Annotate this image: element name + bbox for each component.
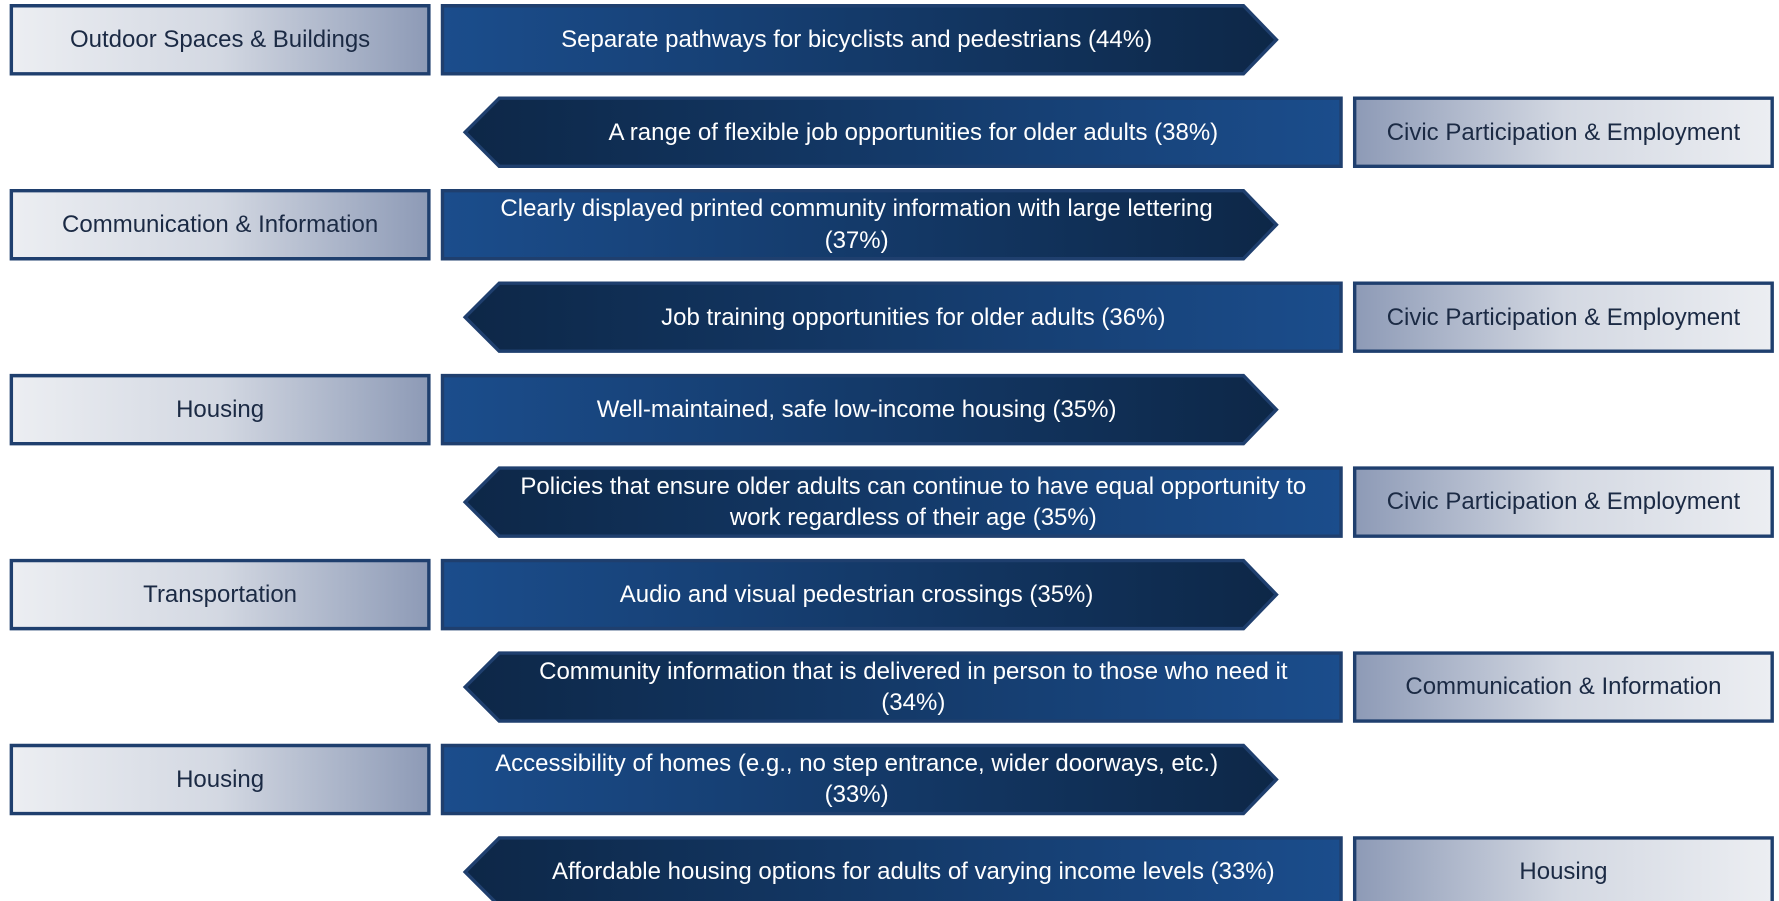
item-label: Well-maintained, safe low-income housing… (596, 395, 1117, 423)
category-label: Civic Participation & Employment (1386, 118, 1741, 146)
item-label: Job training opportunities for older adu… (661, 303, 1166, 331)
category-box (9, 743, 431, 816)
category-label: Civic Participation & Employment (1386, 303, 1741, 331)
item-label: A range of flexible job opportunities fo… (608, 118, 1219, 146)
category-box (1352, 96, 1774, 168)
category-box (1352, 466, 1774, 538)
category-label: Transportation (143, 580, 298, 608)
item-arrow (440, 188, 1279, 261)
item-label: Affordable housing options for adults of… (552, 858, 1275, 886)
category-box (1352, 836, 1774, 901)
item-arrow (462, 836, 1343, 901)
item-label: Community information that is delivered … (539, 657, 1288, 716)
category-label: Communication & Information (1405, 673, 1722, 701)
category-label: Civic Participation & Employment (1386, 488, 1741, 516)
category-label: Outdoor Spaces & Buildings (70, 26, 371, 54)
item-arrow (462, 281, 1343, 353)
category-label: Communication & Information (62, 211, 379, 239)
category-box (9, 188, 431, 261)
category-box (9, 4, 431, 76)
item-label: Separate pathways for bicyclists and ped… (561, 26, 1153, 54)
item-label: Policies that ensure older adults can co… (520, 472, 1307, 532)
item-arrow (440, 373, 1279, 446)
item-arrow (462, 651, 1343, 723)
category-box (1352, 281, 1774, 353)
item-arrow (462, 466, 1343, 538)
item-arrow (440, 4, 1279, 76)
item-arrow (440, 558, 1279, 631)
item-arrow (440, 743, 1279, 816)
category-box (9, 373, 431, 446)
category-label: Housing (176, 765, 265, 793)
item-label: Clearly displayed printed community info… (500, 195, 1213, 254)
item-label: Audio and visual pedestrian crossings (3… (619, 580, 1094, 608)
category-box (9, 558, 431, 631)
category-box (1352, 651, 1774, 723)
category-label: Housing (1519, 858, 1608, 886)
category-label: Housing (176, 395, 265, 423)
item-label: Accessibility of homes (e.g., no step en… (495, 750, 1219, 809)
item-arrow (462, 96, 1343, 168)
